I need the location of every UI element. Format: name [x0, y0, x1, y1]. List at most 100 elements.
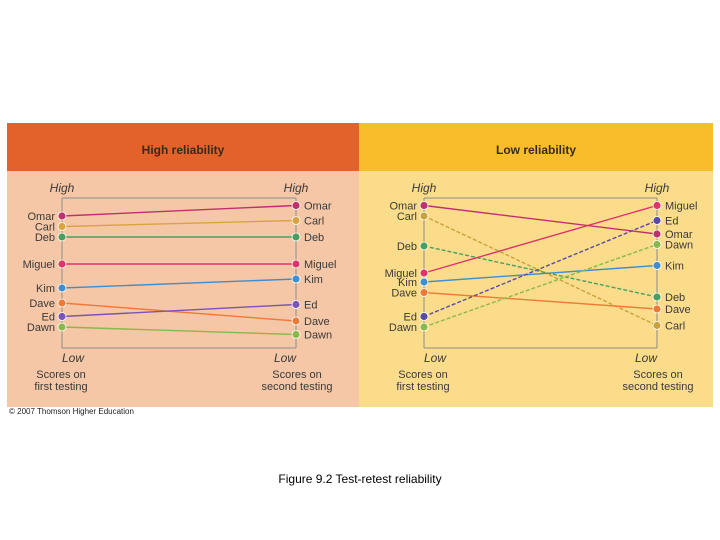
low-left-high-label: High	[412, 181, 437, 195]
high-second-name-label-6: Dave	[304, 316, 330, 328]
high-connection-line-4	[61, 278, 297, 289]
low-right-low-label: Low	[635, 351, 658, 365]
low-connection-line-5	[423, 291, 658, 310]
low-first-name-label-0: Omar	[390, 201, 418, 213]
high-second-score-dot-5	[291, 316, 301, 326]
high-second-score-dot-3	[291, 259, 301, 269]
high-first-name-label-7: Dawn	[27, 322, 55, 334]
low-panel-body	[359, 171, 713, 407]
high-second-score-dot-6	[291, 300, 301, 309]
low-first-name-label-5: Dave	[391, 288, 417, 300]
low-connection-line-2	[423, 245, 658, 298]
low-second-score-dot-3	[652, 201, 662, 210]
high-panel-title: High reliability	[142, 143, 225, 157]
high-second-score-dot-1	[291, 216, 301, 225]
low-first-name-label-6: Ed	[404, 312, 417, 324]
low-second-testing-caption-1: second testing	[623, 381, 694, 393]
high-second-name-label-1: Carl	[304, 216, 324, 228]
low-second-score-dot-4	[652, 261, 662, 270]
low-second-name-label-6: Dave	[665, 304, 691, 316]
high-left-high-label: High	[50, 181, 75, 195]
low-first-score-dot-1	[419, 211, 429, 221]
high-first-score-dot-6	[57, 312, 67, 321]
low-first-score-dot-0	[419, 201, 429, 210]
high-panel-header	[7, 123, 359, 171]
low-first-name-label-4: Kim	[398, 277, 417, 289]
low-panel-header	[359, 123, 713, 171]
low-first-name-label-7: Dawn	[389, 322, 417, 334]
high-first-name-label-6: Ed	[42, 312, 55, 324]
high-first-name-label-2: Deb	[35, 232, 55, 244]
low-first-name-label-1: Carl	[397, 211, 417, 223]
low-first-name-label-2: Deb	[397, 241, 417, 253]
high-second-score-dot-7	[291, 330, 301, 339]
high-second-testing-caption-0: Scores on	[272, 369, 322, 381]
low-first-name-label-3: Miguel	[385, 268, 417, 280]
high-second-name-label-7: Dawn	[304, 330, 332, 342]
low-second-testing-caption-0: Scores on	[633, 369, 683, 381]
high-first-name-label-5: Dave	[29, 298, 55, 310]
high-first-score-dot-5	[57, 298, 67, 308]
low-second-name-label-3: Dawn	[665, 240, 693, 252]
high-first-score-dot-3	[57, 259, 67, 269]
low-connection-line-0	[423, 204, 658, 235]
high-second-testing-caption-1: second testing	[262, 381, 333, 393]
low-first-score-dot-3	[419, 268, 429, 278]
low-second-name-label-5: Deb	[665, 292, 685, 304]
high-first-score-dot-1	[57, 222, 67, 231]
high-left-low-label: Low	[62, 351, 85, 365]
high-second-name-label-5: Ed	[304, 300, 317, 312]
low-first-score-dot-2	[419, 241, 429, 251]
low-first-testing-caption-1: first testing	[396, 381, 449, 393]
high-first-score-dot-7	[57, 322, 67, 332]
low-connection-line-4	[423, 264, 658, 283]
high-first-name-label-1: Carl	[35, 222, 55, 234]
high-second-name-label-4: Kim	[304, 274, 323, 286]
low-second-name-label-1: Ed	[665, 216, 678, 228]
low-connection-line-6	[423, 219, 658, 318]
high-first-testing-caption-1: first testing	[34, 381, 87, 393]
high-second-score-dot-2	[291, 232, 301, 242]
low-second-score-dot-0	[652, 229, 662, 239]
high-first-name-label-4: Kim	[36, 283, 55, 295]
high-first-score-dot-2	[57, 232, 67, 242]
high-right-high-label: High	[284, 181, 309, 195]
high-second-score-dot-4	[291, 274, 301, 284]
low-right-high-label: High	[645, 181, 670, 195]
low-first-score-dot-7	[419, 322, 429, 332]
low-second-name-label-7: Carl	[665, 321, 685, 333]
high-second-name-label-0: Omar	[304, 201, 332, 213]
low-connection-line-3	[423, 204, 658, 274]
high-connection-line-0	[61, 204, 297, 217]
high-second-score-dot-0	[291, 201, 301, 210]
low-second-name-label-0: Miguel	[665, 201, 697, 213]
high-right-low-label: Low	[274, 351, 297, 365]
high-second-name-label-2: Deb	[304, 232, 324, 244]
high-first-score-dot-0	[57, 211, 67, 221]
low-first-testing-caption-0: Scores on	[398, 369, 448, 381]
low-first-score-dot-5	[419, 288, 429, 297]
low-left-low-label: Low	[424, 351, 447, 365]
high-connection-line-1	[61, 219, 297, 228]
high-first-testing-caption-0: Scores on	[36, 369, 86, 381]
high-connection-line-7	[61, 326, 297, 336]
low-second-score-dot-5	[652, 304, 662, 314]
low-second-name-label-4: Kim	[665, 261, 684, 273]
figure-caption: Figure 9.2 Test-retest reliability	[278, 472, 442, 486]
high-first-name-label-0: Omar	[28, 211, 56, 223]
copyright-notice: © 2007 Thomson Higher Education	[9, 407, 134, 416]
low-second-score-dot-2	[652, 292, 662, 302]
high-connection-line-6	[61, 303, 297, 318]
low-panel-title: Low reliability	[496, 143, 576, 157]
low-second-name-label-2: Omar	[665, 229, 693, 241]
high-second-name-label-3: Miguel	[304, 259, 336, 271]
low-connection-line-1	[423, 215, 658, 327]
high-connection-line-5	[61, 302, 297, 322]
low-second-score-dot-7	[652, 240, 662, 249]
low-connection-line-7	[423, 243, 658, 328]
high-first-name-label-3: Miguel	[23, 259, 55, 271]
low-first-score-dot-6	[419, 312, 429, 321]
low-second-score-dot-6	[652, 216, 662, 225]
low-second-score-dot-1	[652, 321, 662, 330]
